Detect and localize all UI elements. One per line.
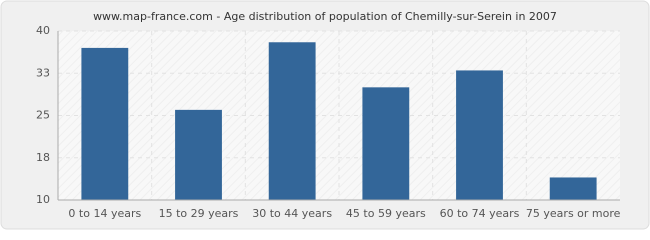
x-tick-label: 75 years or more	[526, 207, 621, 220]
x-tick-label: 60 to 74 years	[440, 207, 520, 220]
chart-title: www.map-france.com - Age distribution of…	[93, 10, 557, 23]
bar	[549, 177, 597, 200]
x-tick-label: 45 to 59 years	[346, 207, 426, 220]
x-tick-label: 15 to 29 years	[159, 207, 239, 220]
bar	[362, 87, 410, 200]
x-tick-label: 0 to 14 years	[68, 207, 141, 220]
y-tick-label: 10	[36, 193, 50, 206]
bar	[456, 70, 503, 200]
x-tick-label: 30 to 44 years	[252, 207, 332, 220]
y-tick-label: 33	[36, 66, 50, 79]
bar	[81, 47, 129, 201]
bar	[268, 42, 316, 201]
chart: www.map-france.com - Age distribution of…	[0, 0, 650, 230]
bar	[175, 109, 222, 200]
page: www.map-france.com - Age distribution of…	[0, 0, 650, 230]
y-tick-label: 18	[36, 151, 50, 164]
y-tick-label: 25	[36, 109, 50, 122]
y-tick-label: 40	[36, 24, 50, 37]
